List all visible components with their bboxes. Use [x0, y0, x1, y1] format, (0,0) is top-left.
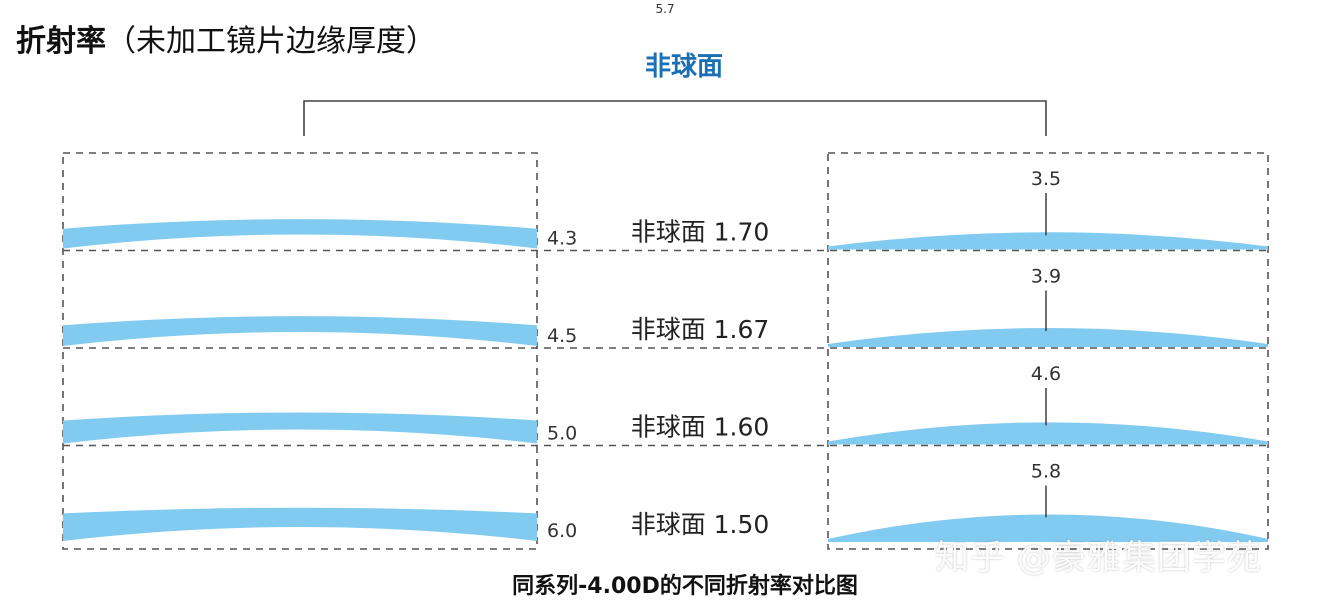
- figure-caption: 同系列-4.00D的不同折射率对比图: [512, 574, 858, 599]
- title-sub: （未加工镜片边缘厚度）: [106, 24, 436, 59]
- material-label: 非球面 1.60: [631, 413, 770, 442]
- left-lens-shape: [63, 219, 537, 249]
- center-thickness-label: 4.6: [1031, 363, 1061, 385]
- left-lens-shape: [63, 316, 537, 346]
- center-thickness-label: 3.5: [1031, 168, 1061, 190]
- material-label: 非球面 1.50: [631, 510, 770, 539]
- center-thickness-label: 5.8: [1031, 461, 1061, 483]
- watermark: 知乎 @豪雅集团学苑: [935, 538, 1262, 578]
- top-cut-value: 5.7: [655, 2, 675, 16]
- group-bracket: [303, 100, 1047, 136]
- edge-thickness-label: 4.3: [547, 228, 577, 250]
- title-main: 折射率: [16, 24, 106, 59]
- edge-thickness-label: 6.0: [547, 520, 577, 542]
- material-label: 非球面 1.70: [631, 218, 770, 247]
- right-lens-shape: [828, 422, 1268, 445]
- page-title: 折射率（未加工镜片边缘厚度）: [16, 16, 436, 60]
- center-thickness-label: 3.9: [1031, 266, 1061, 288]
- left-lens-frame: [62, 152, 538, 550]
- rows-layer: 4.3 非球面 1.70 3.5 4.5 非球面 1.67 3.9 5.0 非球面 1.60 4…: [63, 168, 1268, 542]
- material-label: 非球面 1.67: [631, 315, 770, 344]
- right-lens-shape: [828, 328, 1268, 347]
- edge-thickness-label: 4.5: [547, 325, 577, 347]
- group-label: 非球面: [645, 52, 723, 82]
- left-lens-shape: [63, 507, 537, 541]
- right-lens-shape: [828, 514, 1268, 542]
- left-lens-shape: [63, 412, 537, 444]
- right-lens-shape: [828, 232, 1268, 250]
- edge-thickness-label: 5.0: [547, 423, 577, 445]
- right-lens-frame: [827, 152, 1269, 550]
